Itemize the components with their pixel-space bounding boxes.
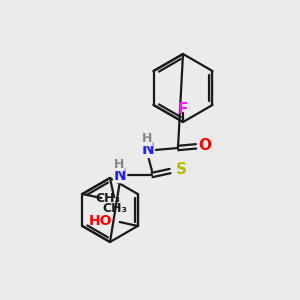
Text: F: F (178, 103, 188, 118)
Text: CH₃: CH₃ (103, 202, 128, 214)
Text: HO: HO (89, 214, 113, 228)
Text: O: O (199, 139, 212, 154)
Text: N: N (114, 167, 126, 182)
Text: N: N (142, 142, 154, 158)
Text: CH₃: CH₃ (96, 193, 121, 206)
Text: H: H (114, 158, 124, 170)
Text: H: H (142, 133, 152, 146)
Text: S: S (176, 163, 187, 178)
